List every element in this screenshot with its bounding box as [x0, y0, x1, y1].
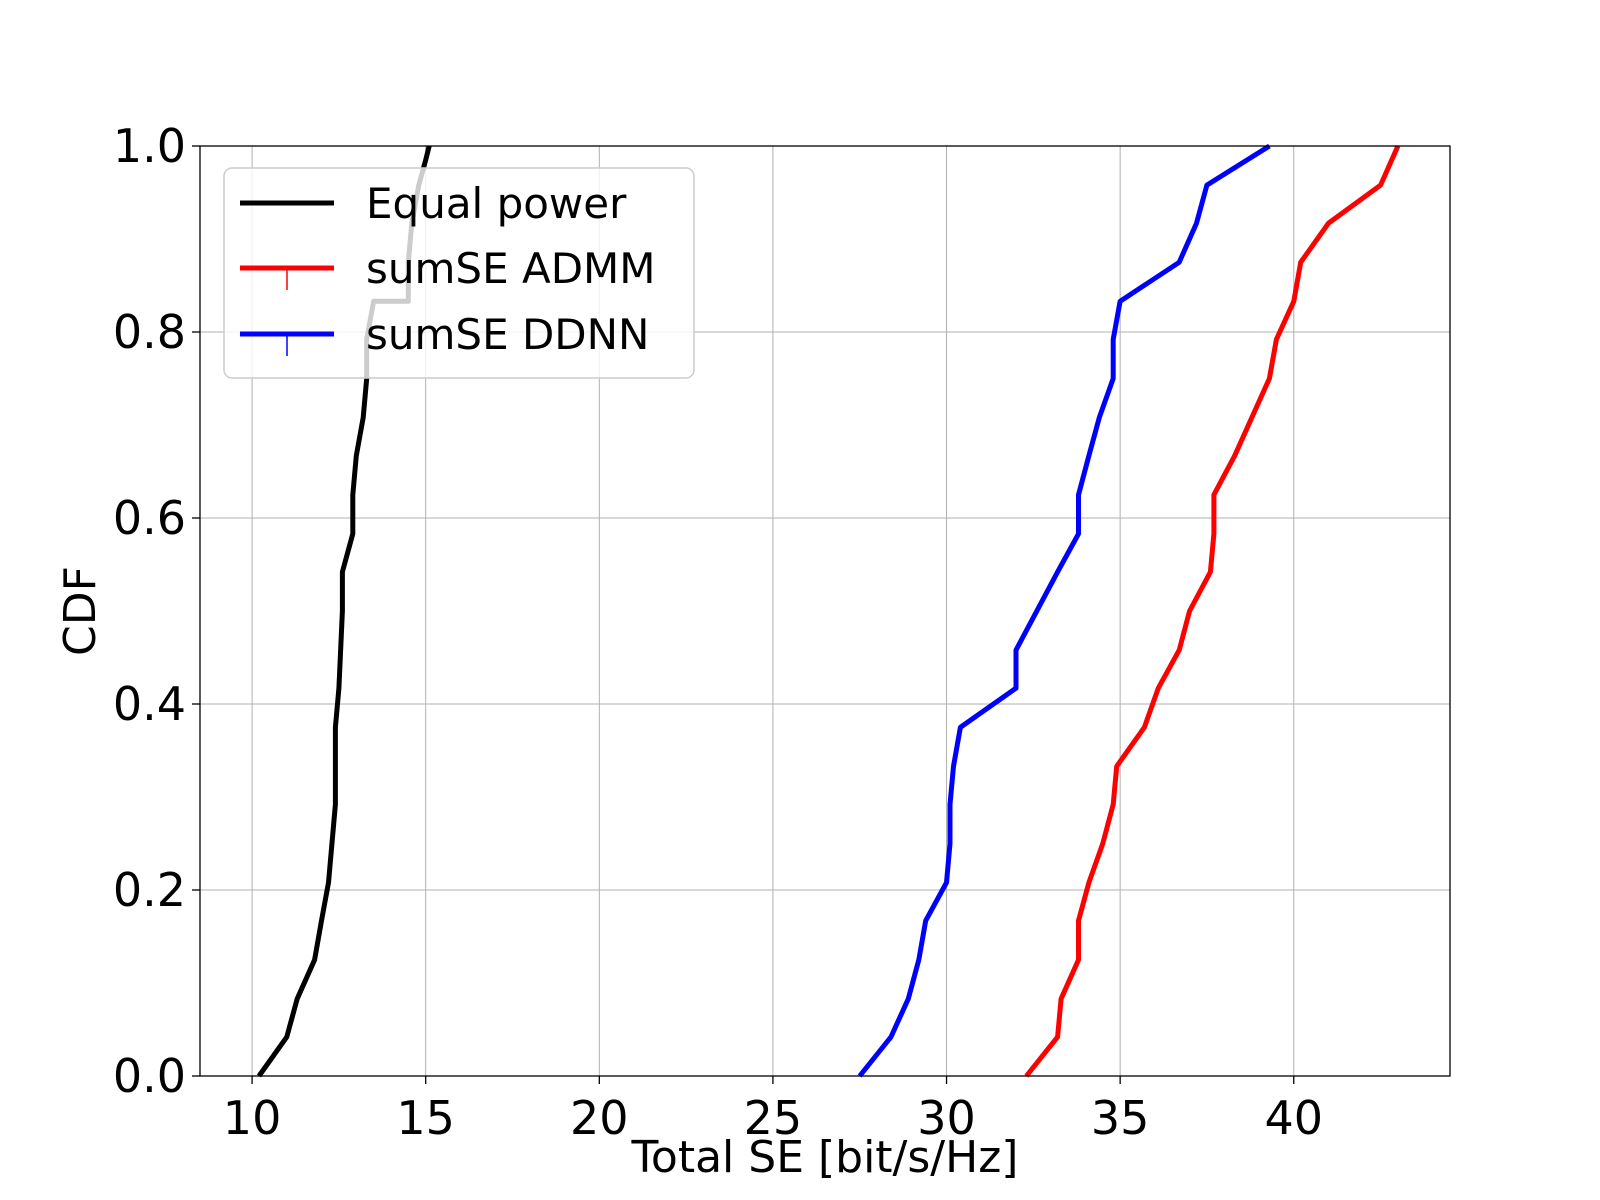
y-tick-label: 0.8 [113, 305, 186, 359]
series-line-sumse-admm [1024, 144, 1401, 1078]
x-tick-label: 15 [396, 1091, 455, 1145]
axis-ticks: 10 15 20 25 30 35 40 0.0 0.2 0.4 0.6 0.8 1.0 [113, 119, 1323, 1145]
x-tick-label: 35 [1091, 1091, 1150, 1145]
y-tick-label: 0.2 [113, 863, 186, 917]
plot-frame [199, 145, 1451, 1077]
y-tick-label: 0.4 [113, 677, 186, 731]
y-tick-label: 1.0 [113, 119, 186, 173]
y-tick-label: 0.6 [113, 491, 186, 545]
legend-label: sumSE ADMM [366, 244, 656, 293]
y-tick-label: 0.0 [113, 1049, 186, 1103]
legend-label: sumSE DDNN [366, 310, 649, 359]
x-tick-label: 10 [223, 1091, 282, 1145]
y-axis-label: CDF [55, 566, 106, 656]
legend-box [223, 167, 695, 379]
x-axis-label: Total SE [bit/s/Hz] [631, 1132, 1019, 1183]
x-tick-label: 20 [570, 1091, 629, 1145]
legend-label: Equal power [366, 179, 627, 228]
series-line-sumse-ddnn [857, 143, 1271, 1078]
x-tick-label: 30 [917, 1091, 976, 1145]
x-tick-label: 40 [1264, 1091, 1323, 1145]
legend: Equal power sumSE ADMM sumSE DDNN [223, 167, 695, 379]
x-tick-label: 25 [744, 1091, 803, 1145]
